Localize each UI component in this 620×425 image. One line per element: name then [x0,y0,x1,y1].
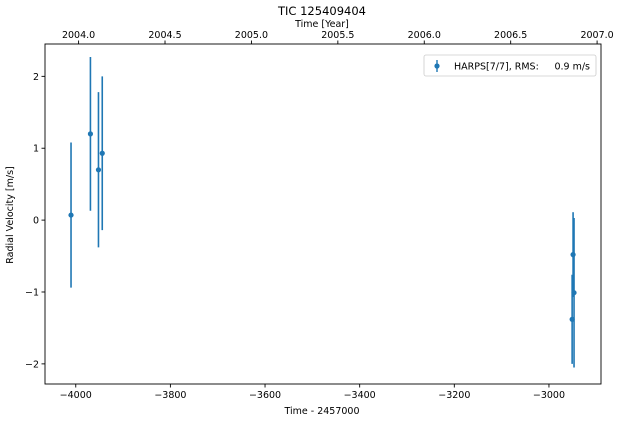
legend-marker-point [434,63,440,69]
x-tick-label: −4000 [60,390,92,401]
top-x-axis: 2004.0 2004.5 2005.0 2005.5 2006.0 2006.5 2007… [62,30,614,44]
data-point [571,290,577,296]
legend: HARPS[7/7], RMS: 0.9 m/s [423,54,597,77]
x-tick-label: −3000 [533,390,565,401]
y-tick-label: 2 [33,72,39,83]
x-tick-label: −3400 [344,390,376,401]
top-x-tick-label: 2006.5 [494,30,527,41]
top-x-tick-label: 2006.0 [408,30,441,41]
plot-area-frame [44,43,602,385]
y-axis: −2 −1 0 1 2 [25,72,45,370]
data-point [68,212,74,218]
x-tick-label: −3800 [154,390,186,401]
legend-entry-label: HARPS[7/7], RMS: [454,62,539,73]
x-tick-label: −3600 [249,390,281,401]
x-tick-label: −3200 [438,390,470,401]
chart-title: TIC 125409404 [277,4,366,18]
y-tick-label: 0 [33,216,39,227]
top-x-axis-label: Time [Year] [294,19,349,30]
legend-box [423,54,597,77]
y-tick-label: −2 [25,359,39,370]
top-x-tick-label: 2004.5 [148,30,181,41]
x-axis: −4000 −3800 −3600 −3400 −3200 −3000 [60,384,565,401]
x-axis-label: Time - 2457000 [283,406,359,417]
data-point [87,131,94,137]
legend-entry-rms: 0.9 m/s [554,62,590,73]
top-x-tick-label: 2004.0 [62,30,95,41]
top-x-tick-label: 2005.0 [235,30,268,41]
top-x-tick-label: 2005.5 [321,30,354,41]
y-axis-label: Radial Velocity [m/s] [5,166,16,263]
data-point [95,167,102,173]
y-tick-label: 1 [33,144,39,155]
top-x-tick-label: 2007.0 [580,30,613,41]
data-point [570,252,576,258]
data-series-harps [68,56,577,368]
y-tick-label: −1 [25,287,39,298]
data-point [99,150,105,156]
